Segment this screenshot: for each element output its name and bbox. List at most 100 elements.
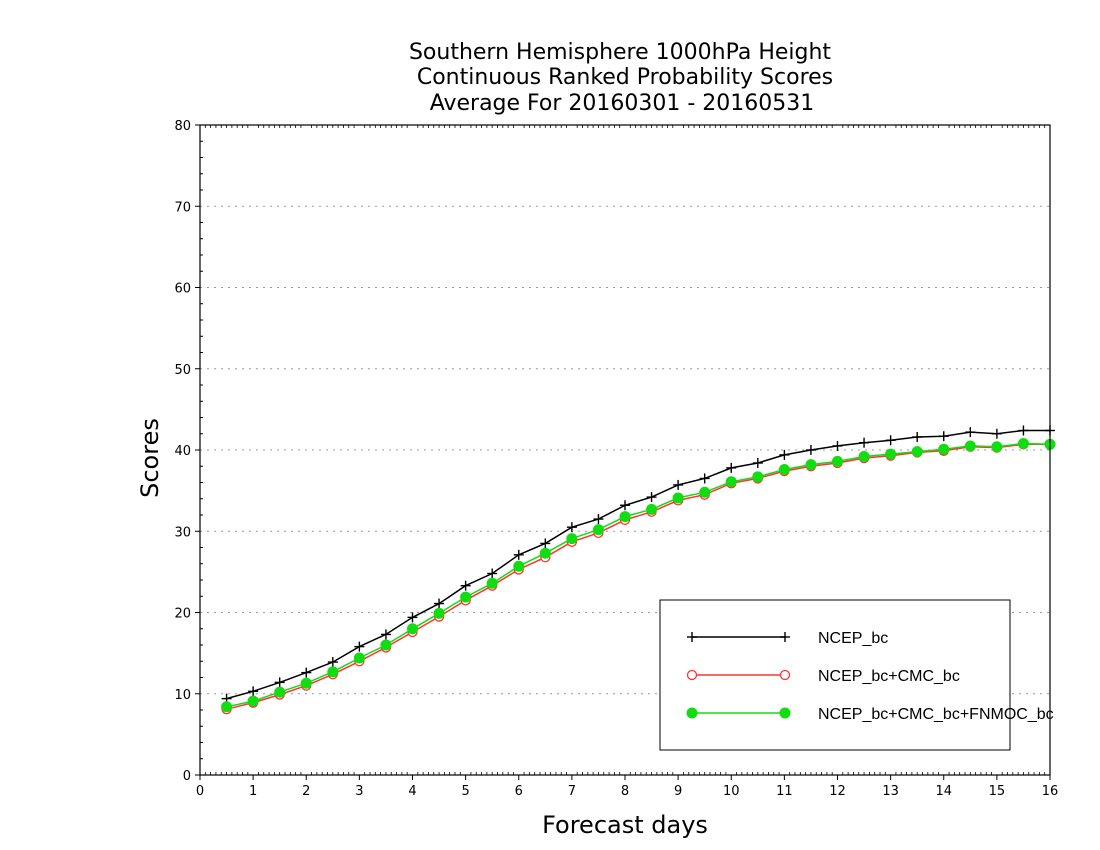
title-line-1: Southern Hemisphere 1000hPa Height [409, 40, 831, 65]
y-tick-label-20: 20 [174, 607, 191, 622]
series-2-point [832, 455, 843, 467]
series-2-point [327, 666, 339, 678]
x-tick-label-14: 14 [935, 784, 952, 799]
series-0-point [805, 445, 816, 455]
series-0-point [487, 568, 498, 579]
series-2-point [433, 607, 445, 619]
series-0-point [832, 440, 843, 451]
series-2-point [274, 686, 286, 698]
series-0-point [274, 677, 285, 688]
series-2-point [991, 441, 1003, 453]
y-tick-label-60: 60 [174, 282, 191, 297]
series-2-point [911, 446, 923, 458]
series-0-point [991, 428, 1002, 439]
series-2-point [353, 652, 365, 664]
series-lines [221, 425, 1056, 715]
y-tick-label-10: 10 [174, 688, 191, 703]
series-0-point [859, 437, 870, 448]
x-tick-label-10: 10 [723, 784, 740, 799]
legend-marker-end-1 [779, 669, 791, 681]
series-2-point [619, 511, 631, 523]
legend-label-2: NCEP_bc+CMC_bc+FNMOC_bc [818, 706, 1054, 723]
series-2-point [672, 492, 684, 504]
series-2 [221, 438, 1056, 713]
series-2-point [885, 448, 897, 460]
series-0-point [460, 580, 471, 591]
series-2-point [513, 560, 525, 572]
series-2-point [725, 476, 737, 488]
y-tick-label-30: 30 [174, 525, 191, 540]
x-tick-label-13: 13 [882, 784, 899, 799]
x-tick-label-3: 3 [355, 784, 363, 799]
series-0-point [540, 538, 551, 549]
legend-label-1: NCEP_bc+CMC_bc [818, 668, 960, 685]
title-line-3: Average For 20160301 - 20160531 [430, 91, 815, 116]
series-2-point [566, 533, 578, 545]
series-0-point [673, 479, 684, 490]
series-2-point [460, 591, 472, 603]
legend: NCEP_bc NCEP_bc+CMC_bc NCEP_bc+CMC_bc+FNMO… [659, 599, 1054, 751]
series-0-point [885, 435, 896, 446]
series-0-point [593, 514, 604, 525]
series-0 [221, 425, 1055, 704]
series-0-point [912, 432, 923, 442]
y-tick-label-70: 70 [174, 200, 191, 215]
series-2-point [964, 440, 976, 452]
x-tick-label-12: 12 [829, 784, 846, 799]
series-2-point [407, 623, 418, 635]
series-2-point [300, 677, 312, 689]
series-2-point [486, 577, 498, 589]
series-0-point [752, 458, 763, 468]
x-tick-label-15: 15 [989, 784, 1006, 799]
series-0-point [646, 492, 657, 503]
series-2-point [221, 701, 233, 713]
series-2-point [646, 503, 658, 515]
x-tick-label-11: 11 [776, 784, 793, 799]
x-tick-label-2: 2 [302, 784, 310, 799]
y-tick-label-80: 80 [174, 119, 191, 134]
y-tick-label-40: 40 [174, 444, 191, 459]
y-tick-label-50: 50 [174, 363, 191, 378]
series-0-point [620, 500, 630, 511]
legend-entry-0: NCEP_bc [687, 630, 888, 647]
series-2-point [699, 486, 711, 498]
series-2-point [592, 524, 604, 536]
legend-marker-end-2 [779, 707, 791, 719]
series-2-point [247, 695, 259, 707]
series-0-point [301, 667, 312, 678]
legend-entry-2: NCEP_bc+CMC_bc+FNMOC_bc [686, 706, 1054, 723]
series-0-point [938, 431, 949, 442]
x-tick-label-8: 8 [621, 784, 629, 799]
series-2-point [539, 547, 551, 559]
x-tick-label-7: 7 [568, 784, 576, 799]
series-0-point [407, 612, 418, 623]
series-0-point [354, 641, 365, 652]
x-tick-label-4: 4 [408, 784, 416, 799]
series-2-point [938, 443, 950, 455]
series-2-point [1017, 438, 1029, 449]
series-2-point [778, 464, 790, 475]
x-tick-label-5: 5 [461, 784, 469, 799]
x-axis-label: Forecast days [542, 811, 708, 839]
legend-marker-start-1 [686, 669, 698, 681]
series-0-point [248, 686, 259, 697]
x-tick-label-9: 9 [674, 784, 682, 799]
title-line-2: Continuous Ranked Probability Scores [417, 65, 833, 90]
series-0-point [513, 549, 524, 560]
chart-title: Southern Hemisphere 1000hPa Height Conti… [409, 40, 833, 116]
series-0-point [965, 427, 976, 438]
series-0-point [779, 449, 790, 460]
series-0-point [726, 462, 737, 473]
legend-label-0: NCEP_bc [818, 630, 888, 647]
legend-entry-1: NCEP_bc+CMC_bc [686, 668, 960, 685]
plot-frame [199, 124, 1051, 776]
legend-marker-end-0 [780, 632, 790, 642]
series-2-point [380, 639, 392, 651]
series-0-point [1018, 425, 1029, 436]
legend-marker-start-2 [686, 707, 698, 719]
series-0-point [380, 629, 391, 640]
series-2-point [752, 471, 764, 483]
y-tick-label-0: 0 [183, 769, 191, 784]
